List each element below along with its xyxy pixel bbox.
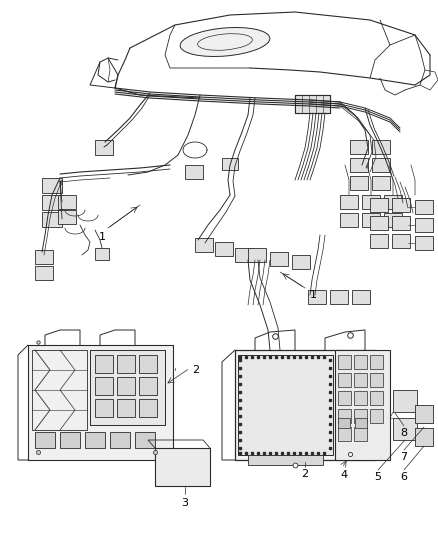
- Bar: [295, 95, 330, 113]
- Bar: [295, 95, 330, 113]
- Bar: [372, 140, 390, 154]
- Bar: [338, 355, 351, 369]
- Bar: [95, 377, 113, 395]
- Bar: [415, 218, 433, 232]
- Bar: [222, 158, 238, 170]
- Bar: [235, 350, 375, 460]
- Bar: [350, 140, 368, 154]
- Bar: [85, 432, 105, 448]
- Bar: [392, 234, 410, 248]
- Bar: [384, 213, 402, 227]
- Bar: [370, 234, 388, 248]
- Bar: [248, 455, 323, 465]
- Bar: [117, 355, 135, 373]
- Bar: [292, 255, 310, 269]
- Bar: [330, 290, 348, 304]
- Bar: [338, 391, 351, 405]
- Bar: [354, 427, 367, 441]
- Bar: [340, 213, 358, 227]
- Text: 3: 3: [181, 498, 188, 508]
- Bar: [354, 391, 367, 405]
- Bar: [95, 355, 113, 373]
- Bar: [415, 405, 433, 423]
- Bar: [354, 409, 367, 423]
- Bar: [270, 252, 288, 266]
- Ellipse shape: [180, 28, 270, 56]
- Bar: [338, 373, 351, 387]
- Text: 2: 2: [301, 469, 308, 479]
- Bar: [392, 216, 410, 230]
- Bar: [392, 198, 410, 212]
- Bar: [195, 238, 213, 252]
- Bar: [95, 140, 113, 155]
- Bar: [372, 176, 390, 190]
- Bar: [338, 427, 351, 441]
- Bar: [42, 195, 62, 210]
- Bar: [415, 200, 433, 214]
- Bar: [28, 345, 173, 460]
- Bar: [338, 409, 351, 423]
- Bar: [308, 290, 326, 304]
- Bar: [393, 418, 417, 440]
- Bar: [350, 158, 368, 172]
- Bar: [185, 165, 203, 179]
- Bar: [370, 373, 383, 387]
- Text: 2: 2: [192, 365, 199, 375]
- Bar: [35, 432, 55, 448]
- Text: 1: 1: [310, 290, 317, 300]
- Bar: [362, 195, 380, 209]
- Bar: [338, 418, 350, 428]
- Bar: [362, 213, 380, 227]
- Bar: [370, 355, 383, 369]
- Bar: [370, 198, 388, 212]
- Bar: [32, 350, 87, 430]
- Bar: [139, 399, 157, 417]
- Bar: [35, 266, 53, 280]
- Text: 4: 4: [340, 470, 348, 480]
- Bar: [117, 399, 135, 417]
- Bar: [58, 210, 76, 224]
- Bar: [335, 350, 390, 460]
- Text: 6: 6: [400, 472, 407, 482]
- Bar: [60, 432, 80, 448]
- Bar: [370, 409, 383, 423]
- Bar: [117, 377, 135, 395]
- Bar: [155, 448, 210, 486]
- Bar: [235, 248, 253, 262]
- Bar: [95, 399, 113, 417]
- Bar: [90, 350, 165, 425]
- Bar: [393, 390, 417, 412]
- Bar: [370, 216, 388, 230]
- Text: 7: 7: [400, 452, 408, 462]
- Bar: [110, 432, 130, 448]
- Bar: [415, 428, 433, 446]
- Bar: [139, 377, 157, 395]
- Bar: [139, 355, 157, 373]
- Bar: [355, 418, 367, 428]
- Bar: [95, 248, 109, 260]
- Text: 1: 1: [99, 232, 106, 242]
- Text: 8: 8: [400, 428, 408, 438]
- Bar: [354, 355, 367, 369]
- Bar: [384, 195, 402, 209]
- Bar: [248, 248, 266, 262]
- Bar: [42, 178, 62, 193]
- Bar: [352, 290, 370, 304]
- Bar: [58, 195, 76, 209]
- Bar: [42, 212, 62, 227]
- Bar: [370, 391, 383, 405]
- Bar: [238, 355, 333, 455]
- Bar: [354, 373, 367, 387]
- Bar: [35, 250, 53, 264]
- Bar: [215, 242, 233, 256]
- Bar: [340, 195, 358, 209]
- Bar: [415, 236, 433, 250]
- Bar: [135, 432, 155, 448]
- Bar: [372, 158, 390, 172]
- Text: 5: 5: [374, 472, 381, 482]
- Bar: [350, 176, 368, 190]
